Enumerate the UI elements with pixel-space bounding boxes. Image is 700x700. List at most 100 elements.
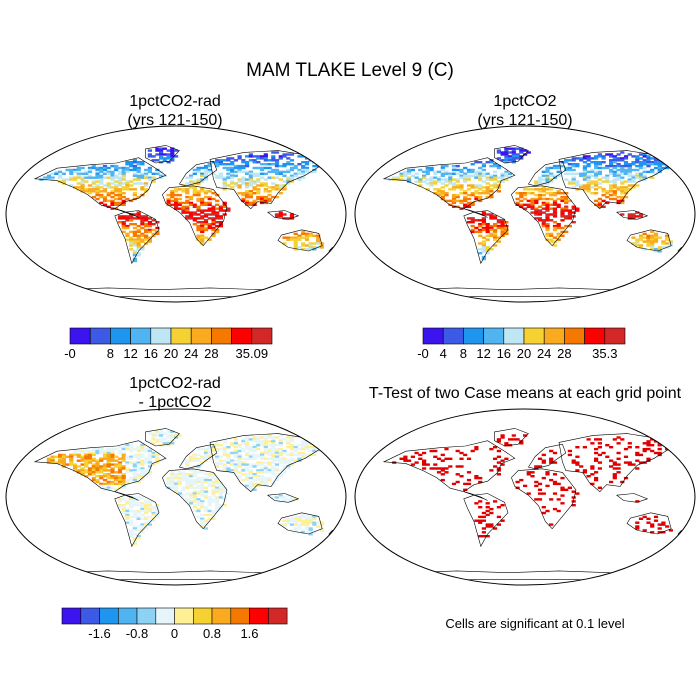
grid-cell: [140, 506, 145, 509]
grid-cell: [586, 188, 591, 191]
grid-cell: [80, 166, 85, 170]
grid-cell: [552, 193, 558, 197]
grid-cell: [91, 176, 96, 179]
grid-cell: [504, 178, 509, 181]
grid-cell: [567, 449, 572, 453]
grid-cell: [304, 446, 310, 449]
grid-cell: [316, 234, 321, 237]
grid-cell: [215, 444, 220, 447]
grid-cell: [534, 207, 539, 210]
grid-cell: [552, 199, 558, 203]
grid-cell: [200, 234, 205, 237]
grid-cell: [151, 511, 156, 515]
grid-cell: [203, 164, 209, 168]
grid-cell: [136, 252, 141, 255]
grid-cell: [151, 219, 156, 222]
grid-cell: [245, 440, 250, 443]
grid-cell: [233, 463, 238, 466]
grid-cell: [564, 217, 569, 220]
grid-cell: [73, 170, 78, 174]
grid-cell: [282, 496, 287, 499]
grid-cell: [312, 515, 317, 519]
grid-cell: [177, 203, 182, 206]
grid-cell: [181, 486, 186, 489]
grid-cell: [575, 157, 580, 160]
grid-cell: [207, 201, 212, 205]
grid-cell: [106, 488, 111, 491]
grid-cell: [278, 494, 283, 497]
grid-cell: [192, 213, 197, 216]
grid-cell: [278, 188, 283, 191]
grid-cell: [260, 476, 265, 480]
grid-cell: [144, 172, 149, 175]
grid-cell: [196, 492, 201, 495]
grid-cell: [642, 163, 647, 166]
grid-cell: [304, 453, 310, 457]
grid-cell: [147, 500, 152, 503]
grid-cell: [635, 240, 640, 243]
grid-cell: [136, 480, 141, 484]
grid-cell: [117, 197, 123, 201]
grid-cell: [80, 176, 85, 179]
grid-cell: [552, 215, 558, 218]
grid-cell: [286, 161, 291, 164]
grid-cell: [537, 205, 543, 208]
grid-cell: [181, 471, 186, 474]
grid-cell: [496, 226, 501, 230]
grid-cell: [211, 509, 216, 513]
grid-cell: [99, 201, 104, 205]
grid-cell: [278, 184, 283, 187]
grid-cell: [144, 236, 149, 239]
grid-cell: [282, 461, 287, 464]
grid-cell: [117, 457, 123, 460]
grid-cell: [504, 232, 509, 236]
grid-cell: [274, 478, 280, 482]
grid-cell: [646, 236, 651, 239]
grid-cell: [54, 172, 59, 175]
map-border-4: [354, 408, 696, 586]
grid-cell: [657, 248, 662, 251]
grid-cell: [451, 197, 457, 201]
grid-cell: [267, 471, 272, 474]
grid-cell: [200, 240, 205, 243]
grid-cell: [155, 153, 160, 156]
grid-cell: [207, 509, 212, 513]
grid-cell: [151, 228, 156, 232]
grid-cell: [54, 170, 59, 174]
grid-cell: [286, 521, 291, 524]
grid-cell: [293, 517, 298, 520]
grid-cell: [523, 192, 528, 195]
grid-cell: [278, 157, 283, 160]
grid-cell: [278, 453, 283, 457]
grid-cell: [274, 455, 280, 458]
grid-cell: [642, 155, 647, 158]
grid-cell: [440, 172, 445, 175]
grid-cell: [657, 246, 662, 249]
grid-cell: [496, 523, 501, 526]
grid-cell: [192, 459, 197, 462]
grid-cell: [192, 490, 197, 493]
grid-cell: [129, 478, 134, 482]
grid-cell: [252, 484, 257, 488]
grid-cell: [271, 467, 276, 470]
grid-cell: [594, 476, 599, 480]
grid-cell: [286, 517, 291, 520]
grid-cell: [549, 232, 554, 236]
grid-cell: [215, 480, 220, 484]
grid-cell: [289, 457, 295, 460]
grid-cell: [248, 469, 253, 472]
grid-cell: [87, 449, 93, 453]
grid-cell: [245, 190, 250, 193]
grid-cell: [422, 180, 427, 183]
grid-cell: [263, 199, 268, 203]
grid-cell: [564, 215, 569, 218]
grid-cell: [211, 226, 216, 230]
grid-cell: [564, 178, 569, 181]
grid-cell: [286, 178, 291, 181]
grid-cell: [181, 473, 186, 476]
grid-cell: [102, 467, 108, 470]
grid-cell: [215, 164, 220, 168]
grid-cell: [623, 186, 629, 189]
grid-cell: [448, 203, 453, 206]
grid-cell: [245, 193, 250, 197]
